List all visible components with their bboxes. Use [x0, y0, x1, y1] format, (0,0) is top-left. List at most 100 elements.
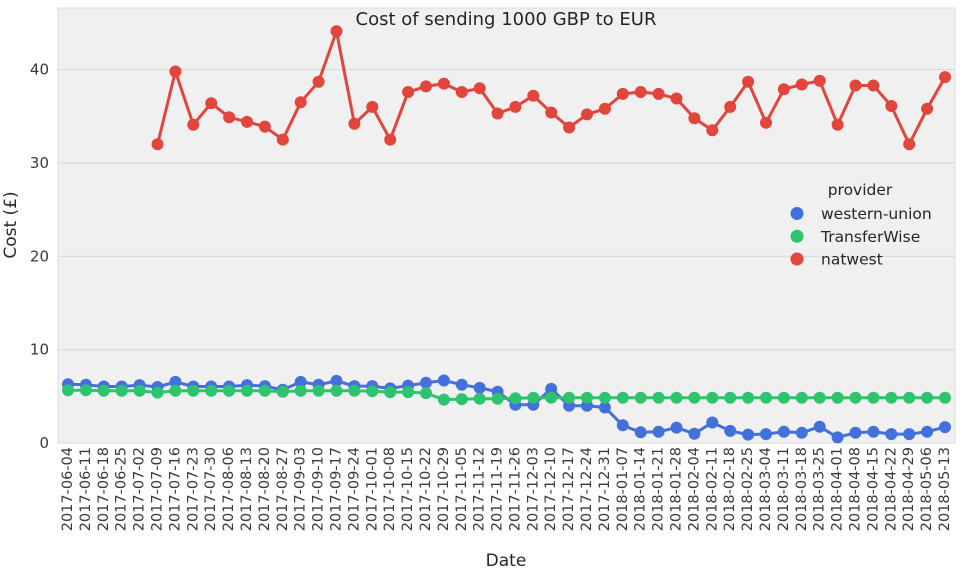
- data-point-natwest: [867, 79, 880, 92]
- x-tick-label: 2017-07-09: [149, 447, 165, 531]
- data-point-TransferWise: [760, 391, 772, 404]
- grid: [58, 69, 955, 444]
- x-tick-label: 2018-03-18: [794, 447, 810, 531]
- x-tick-label: 2017-07-02: [132, 447, 148, 531]
- data-point-TransferWise: [133, 384, 146, 397]
- data-point-TransferWise: [903, 391, 916, 404]
- data-point-western-union: [742, 428, 755, 441]
- data-point-natwest: [473, 82, 486, 95]
- data-point-TransferWise: [366, 385, 379, 398]
- x-tick-label: 2017-10-29: [436, 447, 452, 531]
- y-axis-ticks: 0 10 20 30 40: [30, 61, 49, 452]
- x-tick-label: 2017-11-12: [472, 447, 488, 531]
- data-point-western-union: [688, 427, 701, 440]
- x-tick-label: 2017-08-27: [275, 447, 291, 531]
- x-tick-label: 2017-10-08: [382, 447, 398, 531]
- data-point-natwest: [598, 102, 611, 115]
- data-point-TransferWise: [169, 384, 182, 397]
- x-tick-label: 2017-11-19: [490, 447, 506, 531]
- data-point-western-union: [706, 416, 719, 429]
- data-point-TransferWise: [581, 391, 593, 404]
- x-tick-label: 2017-07-23: [185, 447, 201, 531]
- x-tick-label: 2018-05-06: [919, 447, 935, 531]
- x-tick-label: 2018-01-28: [669, 447, 685, 531]
- y-tick-label: 10: [30, 341, 49, 359]
- data-point-natwest: [420, 80, 432, 93]
- x-axis-ticks: 2017-06-04 2017-06-11 2017-06-18 2017-06-25…: [60, 447, 953, 531]
- legend-label-natwest: natwest: [821, 251, 883, 269]
- y-axis-label: Cost (£): [1, 191, 21, 258]
- data-point-TransferWise: [706, 391, 719, 404]
- x-tick-label: 2017-09-17: [328, 447, 344, 531]
- data-point-western-union: [724, 424, 737, 437]
- data-point-TransferWise: [831, 391, 844, 404]
- x-tick-label: 2017-12-24: [579, 447, 595, 531]
- data-point-TransferWise: [348, 384, 361, 397]
- data-point-TransferWise: [598, 391, 611, 404]
- x-tick-label: 2017-10-15: [400, 447, 416, 531]
- data-point-TransferWise: [509, 392, 522, 405]
- data-point-western-union: [831, 431, 844, 444]
- y-tick-label: 20: [30, 247, 49, 265]
- data-point-TransferWise: [473, 392, 486, 405]
- data-point-natwest: [616, 87, 629, 100]
- data-point-TransferWise: [223, 384, 236, 397]
- data-point-natwest: [330, 25, 343, 38]
- data-point-western-union: [760, 428, 772, 441]
- data-point-TransferWise: [491, 392, 504, 405]
- x-tick-label: 2017-09-10: [311, 447, 327, 531]
- data-point-natwest: [939, 71, 951, 84]
- data-point-natwest: [169, 65, 182, 78]
- data-point-natwest: [724, 100, 737, 113]
- legend-title: provider: [828, 181, 893, 199]
- data-point-TransferWise: [724, 391, 737, 404]
- data-point-natwest: [777, 83, 790, 96]
- data-point-natwest: [831, 118, 844, 131]
- data-point-TransferWise: [384, 386, 397, 399]
- data-point-western-union: [777, 425, 790, 438]
- data-point-natwest: [276, 133, 289, 146]
- plot-area: [57, 7, 956, 444]
- data-point-natwest: [760, 116, 772, 129]
- data-point-western-union: [867, 425, 880, 438]
- x-tick-label: 2018-03-11: [776, 447, 792, 531]
- x-tick-label: 2018-03-04: [758, 447, 774, 531]
- data-point-TransferWise: [777, 391, 790, 404]
- data-point-natwest: [384, 133, 397, 146]
- y-tick-label: 0: [39, 434, 49, 452]
- data-point-TransferWise: [795, 391, 808, 404]
- data-point-natwest: [241, 115, 253, 128]
- data-point-natwest: [151, 138, 164, 151]
- data-point-TransferWise: [79, 384, 92, 397]
- data-point-western-union: [813, 420, 826, 433]
- data-point-TransferWise: [652, 391, 665, 404]
- data-point-TransferWise: [939, 391, 951, 404]
- data-point-natwest: [366, 100, 379, 113]
- data-point-TransferWise: [813, 391, 826, 404]
- data-point-natwest: [634, 86, 647, 98]
- x-tick-label: 2017-07-16: [167, 447, 183, 531]
- data-point-natwest: [670, 92, 683, 105]
- x-tick-label: 2018-04-01: [830, 447, 846, 531]
- data-point-western-union: [921, 425, 934, 438]
- legend-label-transferwise: TransferWise: [820, 228, 920, 246]
- data-point-western-union: [455, 378, 468, 391]
- data-point-natwest: [903, 138, 916, 151]
- data-point-western-union: [795, 426, 808, 439]
- data-point-western-union: [473, 381, 486, 394]
- data-point-TransferWise: [634, 391, 647, 404]
- data-point-western-union: [169, 375, 182, 388]
- data-point-western-union: [437, 374, 450, 387]
- chart-title: Cost of sending 1000 GBP to EUR: [356, 9, 657, 30]
- data-point-TransferWise: [921, 391, 934, 404]
- data-point-western-union: [939, 421, 951, 434]
- data-point-natwest: [849, 79, 862, 92]
- data-point-western-union: [598, 401, 611, 414]
- x-tick-label: 2017-12-10: [543, 447, 559, 531]
- data-point-TransferWise: [241, 384, 253, 397]
- data-point-natwest: [205, 97, 218, 110]
- data-point-TransferWise: [420, 387, 432, 400]
- x-tick-label: 2017-09-24: [346, 447, 362, 531]
- x-tick-label: 2017-12-17: [561, 447, 577, 531]
- x-tick-label: 2018-04-08: [848, 447, 864, 531]
